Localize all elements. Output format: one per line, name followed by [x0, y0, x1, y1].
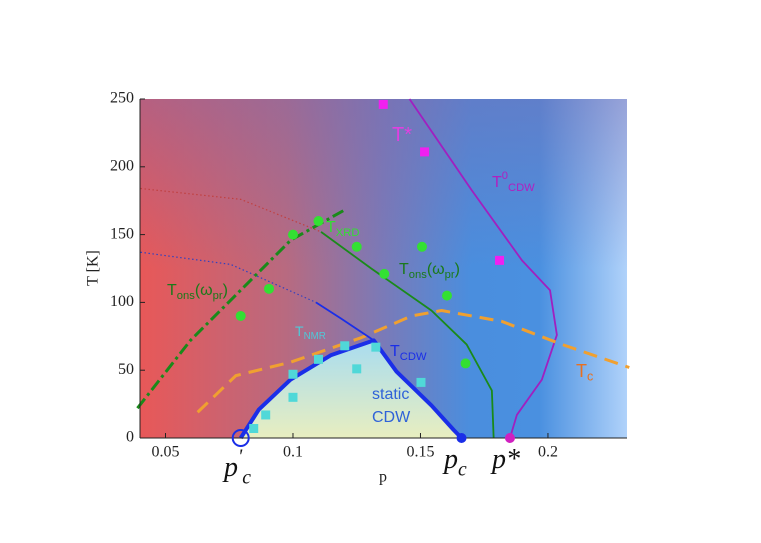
- x-tick-label: 0.15: [406, 444, 434, 461]
- y-tick-label: 50: [118, 361, 134, 378]
- annotation-part: T*: [392, 124, 412, 146]
- annotation-part: (ω: [195, 282, 213, 299]
- annotation-part: T: [492, 174, 502, 191]
- annotation-part: c: [242, 467, 251, 488]
- annotation-part: NMR: [304, 331, 326, 342]
- x-tick-label: 0.1: [283, 444, 303, 461]
- annotation: p*: [490, 444, 520, 475]
- line: [239, 338, 463, 440]
- annotation: Tons(ωpr): [399, 261, 460, 281]
- annotation-part: T: [390, 343, 400, 360]
- annotation-part: T: [576, 361, 587, 381]
- annotation-part: T: [295, 323, 304, 339]
- annotation-part: pr: [213, 290, 223, 302]
- point: [313, 354, 323, 364]
- annotation-part: p: [222, 452, 238, 483]
- annotation-part: ons: [177, 290, 195, 302]
- annotation-part: T: [326, 219, 336, 236]
- point: [416, 377, 426, 387]
- point: [235, 310, 246, 321]
- annotation-part: T: [399, 261, 409, 278]
- annotation: p'c: [222, 446, 251, 488]
- point: [264, 283, 275, 294]
- point: [288, 392, 298, 402]
- point: [420, 147, 430, 157]
- annotation-part: CDW: [508, 182, 535, 194]
- point: [287, 229, 298, 240]
- y-tick-label: 250: [110, 90, 134, 107]
- y-tick-label: 150: [110, 225, 134, 242]
- point: [231, 429, 250, 447]
- line: [408, 98, 558, 439]
- annotation: TXRD: [326, 219, 359, 239]
- x-tick-label: 0.2: [538, 444, 558, 461]
- annotation-part: ': [238, 446, 243, 467]
- y-tick-label: 200: [110, 157, 134, 174]
- point: [313, 216, 324, 227]
- annotation-part: 0: [502, 170, 508, 182]
- point: [441, 290, 452, 301]
- point: [261, 410, 271, 420]
- annotation: TNMR: [295, 323, 326, 342]
- annotation-part: ): [223, 282, 228, 299]
- annotation-part: p: [442, 444, 458, 475]
- point: [249, 424, 259, 434]
- annotation-part: CDW: [400, 351, 427, 363]
- point: [340, 341, 350, 351]
- cdw-region: [240, 340, 462, 438]
- annotation-part: pr: [445, 269, 455, 281]
- point: [504, 433, 515, 443]
- point: [352, 364, 362, 374]
- x-axis-label: p: [379, 469, 387, 486]
- annotation-part: CDW: [372, 409, 411, 426]
- annotation: T*: [392, 124, 412, 146]
- annotation-part: c: [587, 370, 593, 384]
- point: [288, 369, 298, 379]
- line: [140, 251, 317, 303]
- y-tick-label: 100: [110, 293, 134, 310]
- annotation-part: p*: [490, 444, 520, 475]
- annotation: pc: [442, 444, 467, 479]
- point: [456, 433, 467, 443]
- line: [315, 301, 375, 342]
- x-tick-label: 0.05: [151, 444, 179, 461]
- annotation: CDW: [372, 409, 411, 426]
- annotation: Tons(ωpr): [167, 282, 228, 302]
- point: [378, 99, 388, 109]
- annotation: TCDW: [390, 343, 427, 363]
- line: [140, 187, 322, 233]
- annotation: Tc: [576, 361, 593, 384]
- point: [371, 342, 381, 352]
- annotation-part: ): [455, 261, 460, 278]
- point: [379, 268, 390, 279]
- annotation-part: static: [372, 386, 409, 403]
- line: [136, 208, 345, 410]
- annotation-part: XRD: [336, 227, 360, 239]
- line: [320, 231, 495, 439]
- annotation-part: (ω: [427, 261, 445, 278]
- annotation-part: c: [458, 459, 467, 480]
- annotation-part: ons: [409, 269, 427, 281]
- annotation: static: [372, 386, 409, 403]
- point: [460, 358, 471, 369]
- annotation-part: T: [167, 282, 177, 299]
- annotation: T0CDW: [492, 170, 535, 194]
- y-tick-label: 0: [126, 429, 134, 446]
- plot: [136, 98, 630, 440]
- line: [196, 309, 630, 414]
- point: [351, 241, 362, 252]
- y-axis-label: T [K]: [85, 250, 102, 286]
- point: [495, 255, 505, 265]
- point: [417, 241, 428, 252]
